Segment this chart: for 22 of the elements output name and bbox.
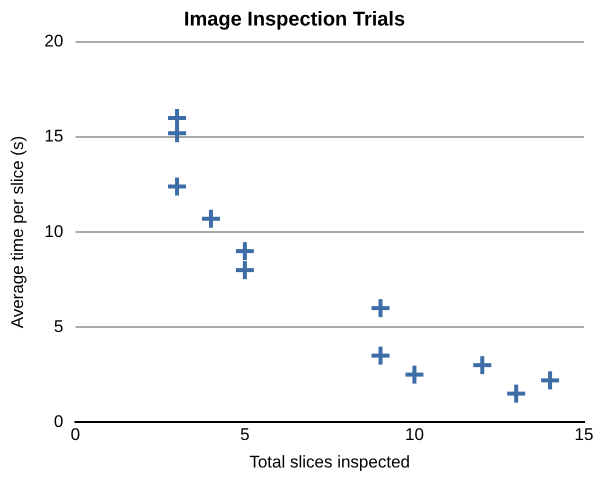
point bbox=[234, 240, 256, 262]
y-tick-label: 0 bbox=[54, 412, 64, 431]
point bbox=[539, 369, 562, 392]
x-tick-label: 5 bbox=[240, 425, 250, 444]
y-tick-label: 20 bbox=[44, 32, 64, 51]
x-tick-label: 10 bbox=[404, 425, 424, 444]
chart-title: Image Inspection Trials bbox=[184, 8, 406, 31]
y-axis-title: Average time per slice (s) bbox=[8, 136, 27, 328]
x-axis-title: Total slices inspected bbox=[249, 452, 410, 472]
point bbox=[234, 259, 256, 282]
y-tick-label: 10 bbox=[44, 222, 64, 241]
point bbox=[200, 208, 222, 230]
point bbox=[166, 122, 188, 144]
y-tick-label: 15 bbox=[44, 126, 64, 146]
point bbox=[403, 364, 426, 386]
y-tick-label: 5 bbox=[54, 316, 64, 336]
point bbox=[471, 354, 494, 376]
point bbox=[505, 382, 528, 405]
point bbox=[370, 344, 392, 367]
x-tick-label: 0 bbox=[70, 425, 80, 444]
x-tick-label: 15 bbox=[574, 425, 594, 444]
point bbox=[370, 297, 392, 320]
